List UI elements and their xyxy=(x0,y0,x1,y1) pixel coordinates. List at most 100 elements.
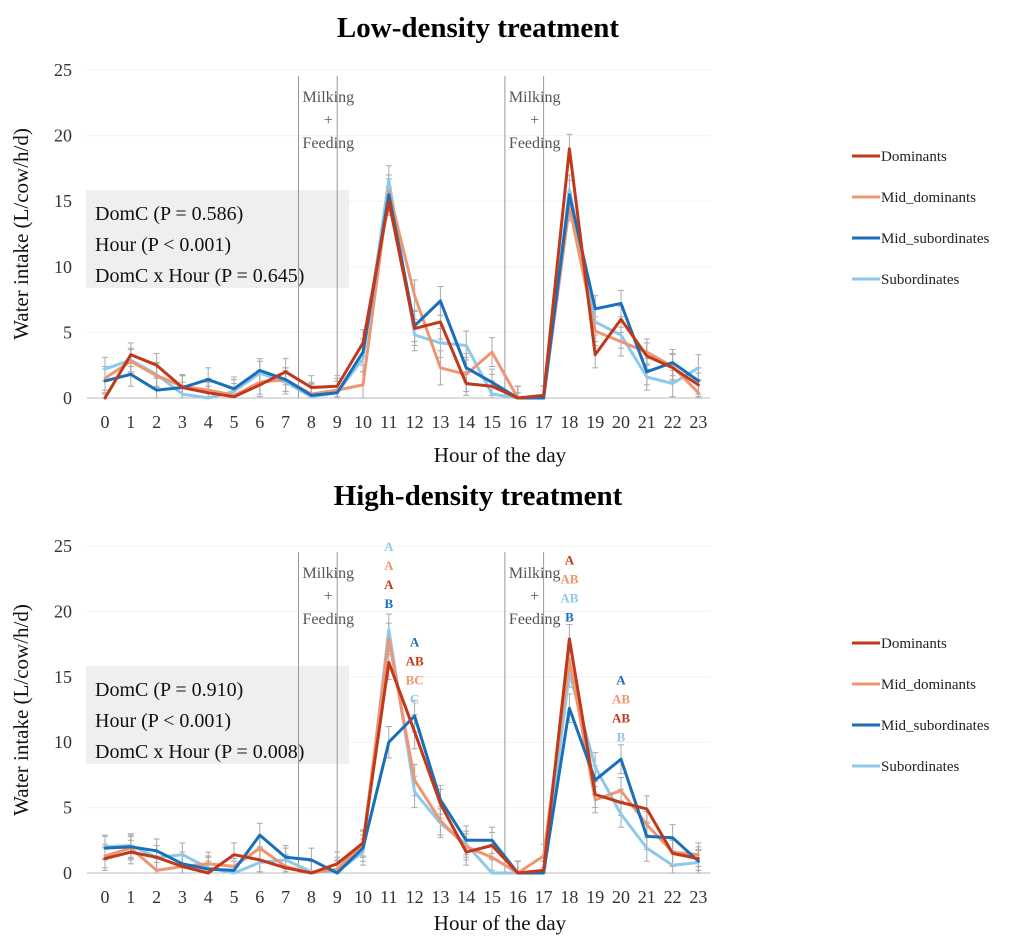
y-tick-label: 0 xyxy=(63,863,72,883)
x-tick-label: 1 xyxy=(126,887,135,907)
legend-label: Subordinates xyxy=(881,272,959,288)
significance-letter: A xyxy=(384,577,394,592)
x-tick-label: 18 xyxy=(560,887,578,907)
y-tick-label: 0 xyxy=(63,388,72,408)
x-tick-label: 11 xyxy=(380,412,397,432)
x-tick-label: 8 xyxy=(307,412,316,432)
y-tick-label: 20 xyxy=(54,601,72,621)
legend: Dominants Mid_dominants Mid_subordinates Su… xyxy=(852,636,989,775)
x-tick-label: 10 xyxy=(354,887,372,907)
x-tick-label: 0 xyxy=(101,412,110,432)
x-tick-label: 23 xyxy=(689,412,707,432)
x-tick-label: 12 xyxy=(406,887,424,907)
x-tick-label: 19 xyxy=(586,412,604,432)
x-tick-label: 18 xyxy=(560,412,578,432)
chart-panel-2: High-density treatment DomC (P = 0.910) Ho… xyxy=(9,480,989,935)
x-tick-label: 13 xyxy=(431,887,449,907)
x-tick-label: 11 xyxy=(380,887,397,907)
significance-letter: BC xyxy=(406,673,424,688)
x-tick-label: 5 xyxy=(230,412,239,432)
y-tick-label: 15 xyxy=(54,191,72,211)
y-tick-label: 20 xyxy=(54,126,72,146)
legend-label: Mid_dominants xyxy=(881,190,976,206)
significance-letter: B xyxy=(384,596,393,611)
y-tick-label: 5 xyxy=(63,322,72,342)
event-label: + xyxy=(530,588,539,605)
stats-line: DomC x Hour (P = 0.008) xyxy=(95,741,304,763)
x-tick-label: 4 xyxy=(204,412,213,432)
series-line-dominants xyxy=(103,637,700,875)
x-tick-label: 21 xyxy=(638,887,656,907)
significance-letter: AB xyxy=(612,711,630,726)
x-tick-label: 16 xyxy=(509,887,527,907)
significance-letter: B xyxy=(617,730,626,745)
stats-line: Hour (P < 0.001) xyxy=(95,710,231,732)
x-tick-label: 15 xyxy=(483,412,501,432)
significance-letter: AB xyxy=(406,654,424,669)
x-tick-label: 6 xyxy=(255,887,264,907)
significance-letter: AB xyxy=(560,590,578,605)
significance-letters: A AB AB B xyxy=(612,673,630,745)
y-axis-title: Water intake (L/cow/h/d) xyxy=(9,128,33,340)
x-tick-label: 8 xyxy=(307,887,316,907)
x-tick-label: 14 xyxy=(457,412,475,432)
event-label: + xyxy=(530,112,539,129)
x-tick-label: 13 xyxy=(431,412,449,432)
y-tick-label: 25 xyxy=(54,60,72,80)
legend-label: Subordinates xyxy=(881,759,959,775)
x-tick-label: 1 xyxy=(126,412,135,432)
x-tick-label: 6 xyxy=(255,412,264,432)
event-label: Feeding xyxy=(509,135,561,152)
x-tick-label: 2 xyxy=(152,887,161,907)
x-tick-label: 15 xyxy=(483,887,501,907)
x-tick-label: 2 xyxy=(152,412,161,432)
x-axis-title: Hour of the day xyxy=(434,911,567,935)
stats-box-background xyxy=(86,190,349,288)
significance-letter: AB xyxy=(560,571,578,586)
x-tick-label: 0 xyxy=(101,887,110,907)
significance-letter: A xyxy=(410,635,420,650)
x-tick-label: 9 xyxy=(333,412,342,432)
y-tick-label: 10 xyxy=(54,257,72,277)
significance-letter: B xyxy=(565,609,574,624)
event-label: Feeding xyxy=(303,611,355,628)
stats-box: DomC (P = 0.910) Hour (P < 0.001) DomC x H… xyxy=(86,666,349,764)
significance-letter: AB xyxy=(612,692,630,707)
legend: Dominants Mid_dominants Mid_subordinates Su… xyxy=(852,149,989,288)
x-tick-label: 19 xyxy=(586,887,604,907)
chart-panel-1: Low-density treatment DomC (P = 0.586) Hou… xyxy=(9,12,989,467)
stats-box-background xyxy=(86,666,349,764)
x-tick-label: 14 xyxy=(457,887,475,907)
x-tick-label: 20 xyxy=(612,887,630,907)
significance-letter: C xyxy=(410,692,419,707)
significance-letter: A xyxy=(565,552,575,567)
x-tick-label: 10 xyxy=(354,412,372,432)
event-label: Feeding xyxy=(303,135,355,152)
x-tick-label: 7 xyxy=(281,412,290,432)
x-tick-label: 17 xyxy=(535,887,553,907)
significance-letter: A xyxy=(384,539,394,554)
series-line-mid_dominants xyxy=(103,189,700,400)
x-tick-label: 23 xyxy=(689,887,707,907)
legend-label: Dominants xyxy=(881,636,947,652)
x-tick-label: 22 xyxy=(664,887,682,907)
x-tick-label: 7 xyxy=(281,887,290,907)
legend-label: Mid_subordinates xyxy=(881,231,989,247)
y-tick-label: 25 xyxy=(54,536,72,556)
x-tick-label: 20 xyxy=(612,412,630,432)
x-tick-label: 22 xyxy=(664,412,682,432)
x-tick-label: 16 xyxy=(509,412,527,432)
y-tick-label: 15 xyxy=(54,667,72,687)
x-tick-label: 21 xyxy=(638,412,656,432)
x-tick-label: 3 xyxy=(178,887,187,907)
series-line-mid_dominants xyxy=(103,637,700,875)
event-label: Milking xyxy=(509,565,561,582)
x-axis-title: Hour of the day xyxy=(434,443,567,467)
event-label: + xyxy=(324,588,333,605)
series-line-mid_subordinates xyxy=(103,706,700,875)
x-tick-label: 4 xyxy=(204,887,213,907)
stats-box: DomC (P = 0.586) Hour (P < 0.001) DomC x H… xyxy=(86,190,349,288)
event-label: Milking xyxy=(303,565,355,582)
